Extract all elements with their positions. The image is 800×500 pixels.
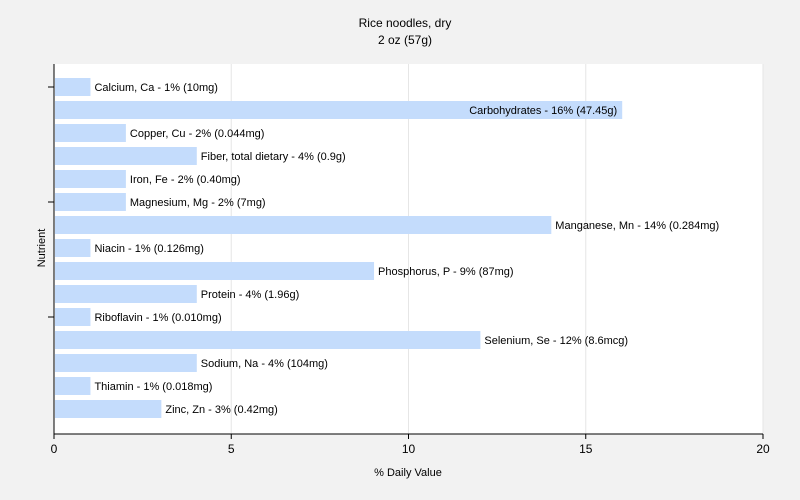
- bar-label: Magnesium, Mg - 2% (7mg): [130, 197, 266, 209]
- x-tick-label: 15: [579, 442, 593, 456]
- bar: [55, 308, 91, 326]
- x-tick-label: 0: [51, 442, 58, 456]
- bar: [55, 124, 126, 142]
- bar: [55, 285, 197, 303]
- bar: [55, 147, 197, 165]
- bar-label: Thiamin - 1% (0.018mg): [94, 381, 212, 393]
- bar: [55, 377, 91, 395]
- bar-label: Calcium, Ca - 1% (10mg): [94, 82, 217, 94]
- bar: [55, 78, 91, 96]
- x-axis-ticks: 0 5 10 15 20: [51, 434, 770, 456]
- bar: [55, 262, 375, 280]
- bar: [55, 331, 481, 349]
- bar: [55, 170, 126, 188]
- bars: [55, 78, 623, 418]
- bar: [55, 239, 91, 257]
- grid-lines: [230, 64, 764, 434]
- y-axis-ticks: [48, 86, 54, 318]
- bar: [55, 354, 197, 372]
- chart-subtitle: 2 oz (57g): [378, 33, 432, 47]
- bar: [55, 216, 552, 234]
- bar-label: Selenium, Se - 12% (8.6mcg): [484, 335, 628, 347]
- bar-label: Niacin - 1% (0.126mg): [94, 243, 203, 255]
- bar: [55, 400, 162, 418]
- x-tick-label: 5: [228, 442, 235, 456]
- bar-label: Riboflavin - 1% (0.010mg): [94, 312, 221, 324]
- bar-label: Protein - 4% (1.96g): [201, 289, 299, 301]
- bar-label: Carbohydrates - 16% (47.45g): [469, 105, 617, 117]
- bar: [55, 193, 126, 211]
- bar-label: Iron, Fe - 2% (0.40mg): [130, 174, 241, 186]
- bar-label: Zinc, Zn - 3% (0.42mg): [165, 404, 277, 416]
- bar-label: Manganese, Mn - 14% (0.284mg): [555, 220, 719, 232]
- bar-label: Fiber, total dietary - 4% (0.9g): [201, 151, 346, 163]
- bar-label: Phosphorus, P - 9% (87mg): [378, 266, 514, 278]
- bar-label: Sodium, Na - 4% (104mg): [201, 358, 328, 370]
- x-axis-title: % Daily Value: [374, 467, 442, 479]
- y-axis-title: Nutrient: [36, 229, 48, 268]
- chart-title: Rice noodles, dry: [359, 16, 452, 30]
- bar: [55, 101, 623, 119]
- bar-labels: Calcium, Ca - 1% (10mg) Carbohydrates - 1…: [94, 82, 719, 416]
- x-tick-label: 10: [402, 442, 416, 456]
- x-tick-label: 20: [756, 442, 770, 456]
- bar-label: Copper, Cu - 2% (0.044mg): [130, 128, 265, 140]
